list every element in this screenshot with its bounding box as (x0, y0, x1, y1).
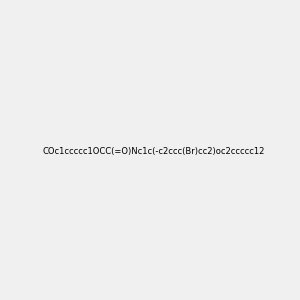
Text: COc1ccccc1OCC(=O)Nc1c(-c2ccc(Br)cc2)oc2ccccc12: COc1ccccc1OCC(=O)Nc1c(-c2ccc(Br)cc2)oc2c… (43, 147, 265, 156)
